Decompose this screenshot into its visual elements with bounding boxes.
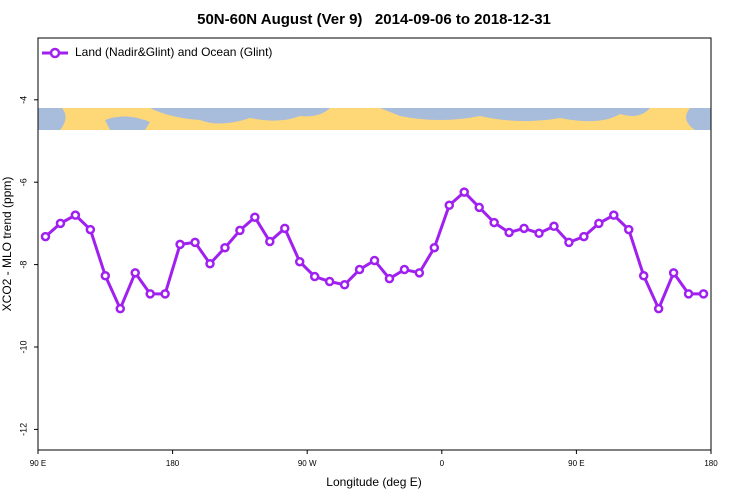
legend-label: Land (Nadir&Glint) and Ocean (Glint): [75, 45, 272, 59]
data-point: [668, 268, 679, 278]
x-tick-label: 90 E: [30, 459, 46, 468]
y-tick-label: -6: [18, 178, 28, 186]
chart-title: 50N-60N August (Ver 9) 2014-09-06 to 201…: [197, 11, 551, 28]
data-point: [683, 289, 694, 299]
data-point: [384, 273, 395, 284]
data-point: [70, 210, 81, 220]
data-point: [519, 223, 529, 234]
data-point: [609, 210, 619, 220]
x-axis-label: Longitude (deg E): [326, 475, 421, 489]
x-tick-label: 180: [704, 459, 718, 468]
data-point: [205, 259, 215, 269]
data-point: [145, 289, 155, 299]
data-point: [623, 224, 634, 235]
x-tick-label: 180: [166, 459, 180, 468]
data-point: [294, 256, 305, 267]
data-point: [489, 217, 499, 228]
plot-frame: [37, 37, 712, 451]
data-point: [160, 289, 170, 299]
data-point: [235, 225, 245, 236]
legend-marker: [49, 47, 61, 59]
data-point: [115, 303, 126, 314]
data-point: [55, 218, 66, 229]
data-point: [504, 227, 514, 238]
data-point: [594, 218, 604, 229]
data-point: [653, 303, 664, 314]
data-point: [250, 212, 260, 222]
data-point: [190, 237, 200, 248]
data-point: [474, 202, 484, 213]
data-point: [534, 228, 544, 239]
x-tick-label: 90 E: [568, 459, 584, 468]
data-point: [265, 236, 275, 247]
data-point: [280, 223, 290, 234]
data-point: [309, 271, 320, 282]
data-point: [100, 270, 111, 281]
y-tick-label: -10: [18, 340, 28, 353]
data-point: [220, 242, 230, 253]
y-tick-label: -8: [18, 261, 28, 269]
data-point: [399, 264, 410, 275]
data-point: [369, 255, 380, 266]
data-point: [564, 237, 574, 248]
data-point: [85, 224, 96, 235]
data-point: [638, 270, 649, 281]
data-point: [444, 200, 455, 211]
data-point: [175, 239, 185, 250]
series-line: [44, 190, 704, 313]
data-point: [459, 187, 469, 197]
data-point: [429, 242, 440, 253]
data-point: [40, 231, 51, 242]
x-tick-label: 0: [440, 459, 445, 468]
data-point: [579, 231, 589, 242]
data-point: [339, 280, 350, 290]
data-point: [130, 268, 140, 278]
y-axis-label: XCO2 - MLO trend (ppm): [0, 177, 14, 312]
map-band: [38, 108, 711, 130]
data-point: [414, 268, 425, 278]
y-tick-label: -12: [18, 423, 28, 436]
data-point: [354, 264, 365, 275]
data-point: [549, 221, 559, 232]
data-point: [698, 289, 709, 299]
data-point: [324, 276, 335, 287]
y-tick-label: -4: [18, 96, 28, 104]
x-tick-label: 90 W: [298, 459, 317, 468]
